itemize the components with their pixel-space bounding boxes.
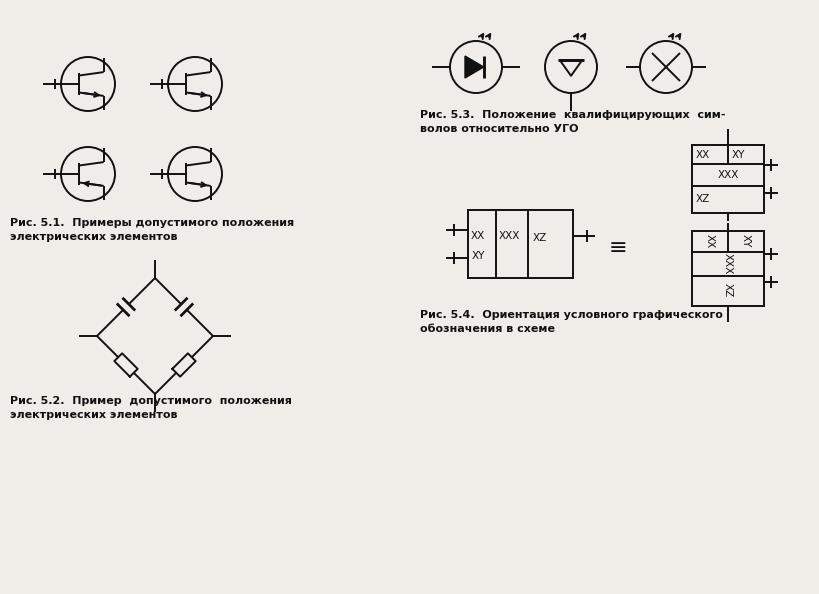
Text: XXX: XXX — [723, 253, 733, 274]
Text: XXX: XXX — [718, 170, 740, 180]
Text: Рис. 5.1.  Примеры допустимого положения: Рис. 5.1. Примеры допустимого положения — [10, 218, 294, 228]
Text: XX: XX — [470, 231, 485, 241]
Text: XY: XY — [741, 234, 751, 248]
Text: Рис. 5.3.  Положение  квалифицирующих  сим-: Рис. 5.3. Положение квалифицирующих сим- — [420, 110, 726, 120]
Text: XY: XY — [472, 251, 485, 261]
Text: XX: XX — [705, 234, 715, 248]
Text: XZ: XZ — [532, 233, 547, 243]
Text: Рис. 5.4.  Ориентация условного графического: Рис. 5.4. Ориентация условного графическ… — [420, 310, 723, 320]
Text: обозначения в схеме: обозначения в схеме — [420, 324, 555, 334]
Text: Рис. 5.2.  Пример  допустимого  положения: Рис. 5.2. Пример допустимого положения — [10, 396, 292, 406]
Text: электрических элементов: электрических элементов — [10, 410, 178, 420]
Text: ≡: ≡ — [609, 238, 627, 258]
Bar — [468, 210, 572, 278]
Text: XZ: XZ — [696, 194, 710, 204]
Text: волов относительно УГО: волов относительно УГО — [420, 124, 578, 134]
Text: XY: XY — [732, 150, 745, 160]
Polygon shape — [465, 56, 484, 78]
Text: XXX: XXX — [499, 231, 520, 241]
Bar — [692, 230, 764, 305]
Bar — [692, 145, 764, 213]
Text: электрических элементов: электрических элементов — [10, 232, 178, 242]
Text: XZ: XZ — [723, 283, 733, 298]
Text: XX: XX — [696, 150, 710, 160]
